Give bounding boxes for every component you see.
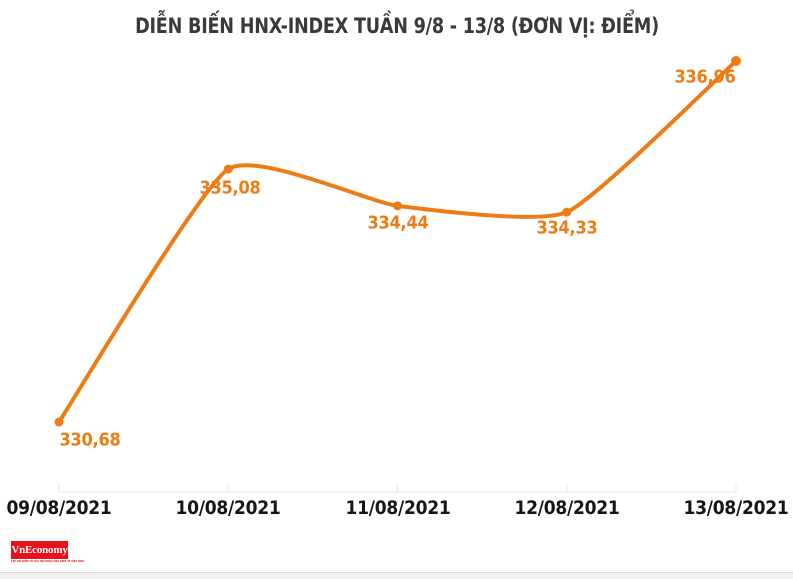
- data-point: [562, 207, 572, 217]
- chart-title: DIỄN BIẾN HNX-INDEX TUẦN 9/8 - 13/8 (ĐƠN…: [134, 14, 659, 38]
- point-value-label: 336,96: [674, 66, 736, 88]
- vneconomy-logo: VnEconomy TẠP CHÍ ĐIỆN TỬ CỦA HỘI KHOA H…: [11, 541, 131, 563]
- x-axis-label: 12/08/2021: [514, 497, 620, 519]
- x-axis-label: 09/08/2021: [6, 497, 112, 519]
- point-value-label: 334,33: [536, 217, 598, 239]
- data-point: [731, 56, 741, 66]
- data-point: [54, 417, 64, 427]
- data-point: [223, 164, 233, 174]
- x-axis-label: 13/08/2021: [683, 497, 789, 519]
- point-value-label: 335,08: [199, 177, 261, 199]
- vneconomy-logo-tagline: TẠP CHÍ ĐIỆN TỬ CỦA HỘI KHOA HỌC KINH TẾ…: [11, 560, 84, 563]
- point-value-label: 330,68: [59, 429, 121, 451]
- vneconomy-logo-box: VnEconomy: [11, 541, 68, 559]
- page-bottom-strip: [0, 572, 793, 579]
- series-line: [57, 59, 738, 424]
- data-point: [393, 201, 402, 211]
- x-axis-label: 11/08/2021: [345, 497, 450, 519]
- x-axis-label: 10/08/2021: [175, 497, 281, 519]
- point-value-label: 334,44: [367, 212, 428, 234]
